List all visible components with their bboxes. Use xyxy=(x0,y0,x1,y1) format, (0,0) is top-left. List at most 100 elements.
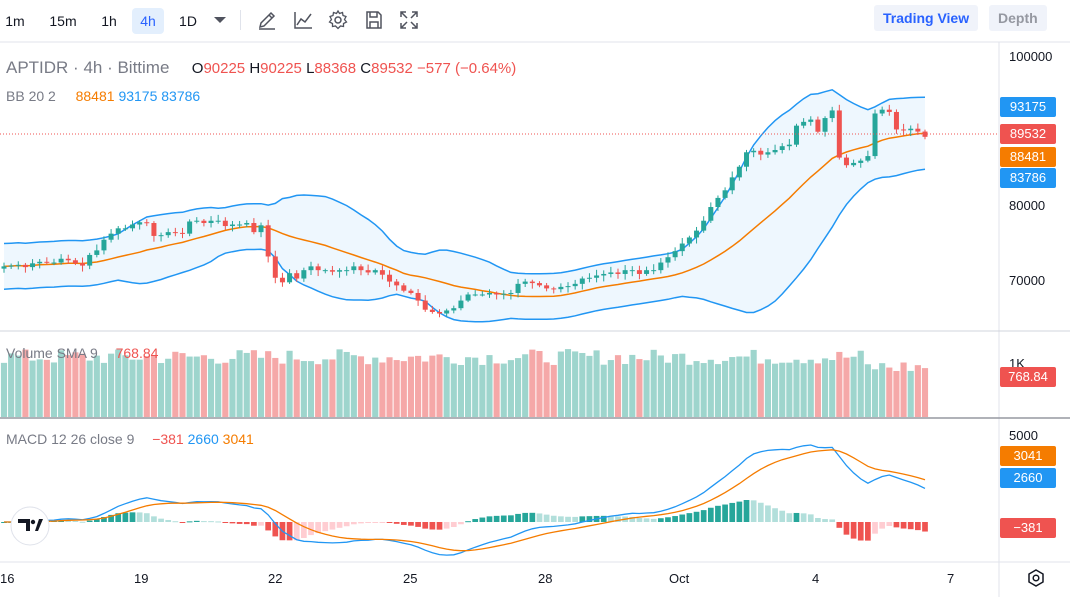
macd-histogram-bar xyxy=(372,522,379,523)
volume-bar xyxy=(50,362,58,417)
gear-icon[interactable] xyxy=(327,9,349,31)
candle xyxy=(329,270,335,272)
candle xyxy=(494,292,500,295)
macd-histogram-bar xyxy=(229,522,236,524)
candle xyxy=(1,266,7,269)
candle xyxy=(22,264,28,268)
timeframe-1d-button[interactable]: 1D xyxy=(179,13,197,29)
volume-bar xyxy=(36,359,43,417)
volume-bar xyxy=(579,352,586,417)
volume-bar xyxy=(507,360,514,417)
depth-button[interactable]: Depth xyxy=(989,5,1047,31)
macd-histogram-bar xyxy=(750,500,757,522)
bb-upper-value: 93175 xyxy=(118,88,158,104)
volume-bar xyxy=(307,361,315,417)
macd-histogram-bar xyxy=(893,522,900,528)
volume-bar xyxy=(436,354,443,417)
volume-bar xyxy=(158,363,165,417)
volume-bar xyxy=(486,355,493,417)
trading-view-button[interactable]: Trading View xyxy=(874,5,979,31)
volume-legend: Volume SMA 9 768.84 xyxy=(6,345,158,361)
candle xyxy=(15,264,21,266)
timeframe-1m-button[interactable]: 1m xyxy=(5,13,25,29)
pencil-icon[interactable] xyxy=(256,9,278,31)
macd-histogram-bar xyxy=(343,522,350,527)
macd-histogram-bar xyxy=(572,516,579,522)
volume-bar xyxy=(43,359,50,417)
macd-histogram-bar xyxy=(679,514,686,522)
macd-histogram-bar xyxy=(608,515,614,522)
candle xyxy=(758,150,764,155)
bb-middle-line xyxy=(3,132,926,298)
volume-bar xyxy=(764,359,771,417)
volume-bar xyxy=(279,363,286,417)
time-axis-label: 22 xyxy=(268,571,283,586)
volume-sma-tag: 768.84 xyxy=(1000,367,1056,387)
macd-histogram-bar xyxy=(743,500,750,522)
candle xyxy=(636,270,642,274)
macd-histogram-bar xyxy=(900,522,907,529)
volume-bar xyxy=(58,350,65,417)
volume-bar xyxy=(543,362,550,417)
macd-histogram-bar xyxy=(93,519,100,522)
candle xyxy=(622,270,628,274)
macd-histogram-bar xyxy=(422,522,429,529)
volume-bar xyxy=(65,355,72,417)
candle xyxy=(679,243,685,252)
volume-bar xyxy=(365,364,372,417)
volume-bar xyxy=(215,363,222,417)
macd-legend: MACD 12 26 close 9 −381 2660 3041 xyxy=(6,431,254,447)
bb-lower-tag: 83786 xyxy=(1000,168,1056,188)
volume-bar xyxy=(729,357,736,417)
volume-bar xyxy=(150,355,157,417)
indicator-chart-icon[interactable] xyxy=(292,9,314,31)
volume-bar xyxy=(15,355,22,417)
macd-histogram-bar xyxy=(558,516,564,522)
volume-bar xyxy=(522,354,529,417)
candle xyxy=(215,220,221,222)
candle xyxy=(265,225,271,257)
volume-bar xyxy=(779,362,786,417)
macd-histogram-bar xyxy=(886,522,893,527)
timeframe-15m-button[interactable]: 15m xyxy=(49,13,77,29)
candle xyxy=(194,220,200,222)
tradingview-logo[interactable] xyxy=(10,506,50,546)
candle xyxy=(394,281,400,286)
candle xyxy=(686,237,692,244)
macd-histogram-bar xyxy=(865,522,871,541)
volume-bar xyxy=(79,353,86,417)
candle xyxy=(529,281,535,284)
volume-bar xyxy=(707,359,714,417)
timeframe-1h-button[interactable]: 1h xyxy=(101,13,117,29)
volume-bar xyxy=(172,351,179,417)
candle xyxy=(187,221,193,234)
macd-histogram-bar xyxy=(522,512,529,522)
volume-bar xyxy=(393,360,400,417)
timeframe-4h-button[interactable]: 4h xyxy=(132,8,164,34)
macd-histogram-bar xyxy=(665,517,671,522)
macd-histogram-bar xyxy=(400,522,407,525)
fullscreen-icon[interactable] xyxy=(398,9,420,31)
macd-histogram-bar xyxy=(258,522,264,526)
volume-bar xyxy=(672,354,679,417)
candle xyxy=(172,232,178,234)
volume-bar xyxy=(807,359,814,417)
candle xyxy=(151,223,157,236)
volume-bar xyxy=(636,359,643,417)
save-icon[interactable] xyxy=(363,9,385,31)
volume-bar xyxy=(100,362,108,417)
volume-bar xyxy=(443,357,450,417)
candle xyxy=(829,110,835,119)
time-axis-label: 4 xyxy=(812,571,820,586)
bb-legend: BB 20 2 88481 93175 83786 xyxy=(6,88,200,104)
volume-bar xyxy=(700,363,707,417)
volume-bar xyxy=(614,355,622,417)
macd-histogram-bar xyxy=(301,522,307,538)
macd-histogram-bar xyxy=(165,519,172,522)
chevron-down-icon[interactable] xyxy=(212,12,228,28)
macd-histogram-bar xyxy=(822,519,828,522)
candle xyxy=(115,228,121,234)
volume-bar xyxy=(722,360,729,417)
settings-icon[interactable] xyxy=(1028,569,1044,587)
